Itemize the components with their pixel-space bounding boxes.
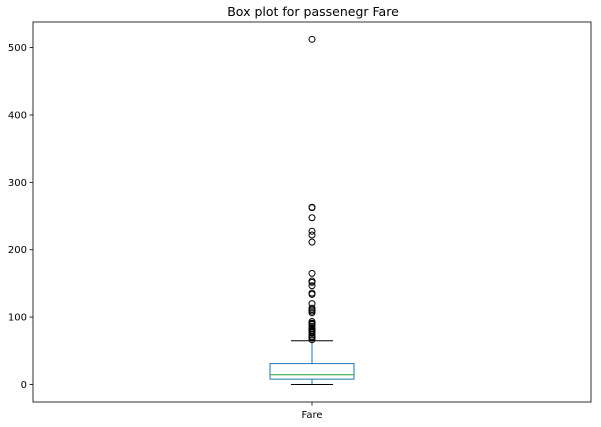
y-tick-label: 0: [21, 380, 27, 391]
outlier-point: [308, 231, 316, 239]
outlier-point: [308, 289, 316, 297]
outlier-point: [308, 300, 316, 308]
outlier-point: [308, 304, 316, 312]
box-series: [269, 35, 355, 385]
outlier-point: [308, 203, 316, 211]
chart-title: Box plot for passenegr Fare: [227, 4, 399, 19]
outlier-point: [308, 269, 316, 277]
y-tick-label: 200: [8, 245, 27, 256]
iqr-box: [269, 363, 355, 380]
outlier-point: [308, 336, 316, 344]
outlier-point: [308, 324, 316, 332]
box-group: [269, 35, 355, 385]
y-tick-label: 300: [8, 178, 27, 189]
x-axis: Fare: [301, 402, 323, 421]
y-tick-label: 100: [8, 313, 27, 324]
outlier-point: [308, 317, 316, 325]
outlier-point: [308, 238, 316, 246]
outlier-point: [308, 277, 316, 285]
y-axis: 0 100 200 300 400 500: [8, 43, 33, 391]
x-tick-label: Fare: [301, 410, 322, 421]
outlier-point: [308, 35, 316, 43]
y-tick-label: 500: [8, 43, 27, 54]
outlier-point: [308, 214, 316, 222]
outlier-point: [308, 282, 316, 290]
y-tick-label: 400: [8, 110, 27, 121]
outlier-point: [308, 227, 316, 235]
